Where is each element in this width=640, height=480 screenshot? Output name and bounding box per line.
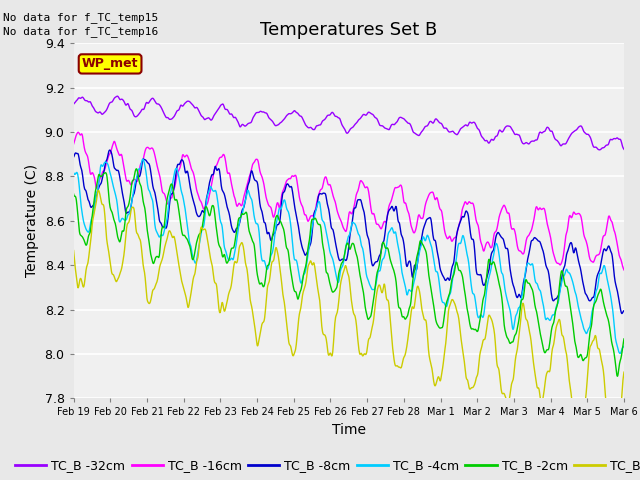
TC_B +4cm (80, 283, 88, 289)
TC_B +4cm (585, 354, 593, 360)
TC_B +4cm (351, 315, 359, 321)
TC_B -8cm (351, 205, 359, 211)
TC_B -2cm (351, 249, 359, 254)
TC_B -8cm (449, 262, 457, 267)
X-axis label: Time: Time (332, 423, 366, 437)
Line: TC_B -8cm: TC_B -8cm (74, 150, 624, 313)
TC_B -4cm (620, 343, 628, 349)
TC_B -2cm (168, 183, 176, 189)
TC_B -4cm (139, 156, 147, 162)
TC_B -4cm (70, 170, 77, 176)
TC_B -32cm (596, 147, 604, 153)
TC_B -4cm (585, 325, 593, 331)
Text: WP_met: WP_met (82, 58, 138, 71)
TC_B -4cm (616, 350, 624, 356)
TC_B +4cm (168, 235, 176, 240)
TC_B -16cm (585, 252, 593, 257)
TC_B -32cm (113, 93, 121, 99)
Line: TC_B -16cm: TC_B -16cm (74, 132, 624, 270)
TC_B -2cm (70, 191, 77, 197)
TC_B -8cm (70, 154, 77, 160)
Legend: TC_B -32cm, TC_B -16cm, TC_B -8cm, TC_B -4cm, TC_B -2cm, TC_B +4cm: TC_B -32cm, TC_B -16cm, TC_B -8cm, TC_B … (10, 455, 640, 478)
Y-axis label: Temperature (C): Temperature (C) (25, 164, 39, 277)
TC_B -8cm (106, 147, 113, 153)
TC_B +4cm (70, 248, 77, 253)
TC_B -4cm (168, 181, 176, 187)
TC_B -8cm (168, 191, 176, 196)
TC_B -32cm (620, 146, 628, 152)
Text: No data for f_TC_temp16: No data for f_TC_temp16 (3, 26, 159, 37)
TC_B -16cm (168, 192, 176, 198)
TC_B -16cm (74, 130, 82, 135)
TC_B -16cm (351, 196, 359, 202)
TC_B -2cm (585, 339, 593, 345)
Line: TC_B +4cm: TC_B +4cm (74, 190, 624, 440)
TC_B +4cm (449, 298, 457, 303)
TC_B -2cm (449, 273, 457, 279)
TC_B -32cm (351, 121, 359, 127)
TC_B -4cm (351, 222, 359, 228)
TC_B -8cm (80, 183, 88, 189)
TC_B -8cm (319, 191, 326, 196)
TC_B -8cm (620, 308, 628, 313)
TC_B -32cm (168, 116, 176, 121)
Line: TC_B -32cm: TC_B -32cm (74, 96, 624, 150)
Title: Temperatures Set B: Temperatures Set B (260, 21, 437, 39)
TC_B -16cm (449, 237, 457, 242)
Text: No data for f_TC_temp15: No data for f_TC_temp15 (3, 12, 159, 23)
TC_B -16cm (70, 141, 77, 147)
TC_B -2cm (620, 336, 628, 342)
TC_B +4cm (95, 187, 102, 193)
TC_B +4cm (319, 330, 326, 336)
TC_B -2cm (319, 242, 326, 248)
TC_B -4cm (319, 218, 326, 224)
TC_B -32cm (449, 129, 457, 134)
TC_B +4cm (620, 369, 628, 375)
TC_B -8cm (618, 311, 626, 316)
TC_B -4cm (80, 220, 88, 226)
TC_B -16cm (620, 267, 628, 273)
Line: TC_B -2cm: TC_B -2cm (74, 169, 624, 376)
TC_B -2cm (80, 237, 88, 243)
TC_B -8cm (585, 298, 593, 303)
TC_B -16cm (319, 183, 326, 189)
TC_B -32cm (70, 101, 77, 107)
Line: TC_B -4cm: TC_B -4cm (74, 159, 624, 353)
TC_B -32cm (585, 132, 593, 138)
TC_B -32cm (319, 118, 326, 124)
TC_B -2cm (614, 373, 621, 379)
TC_B -16cm (81, 144, 88, 150)
TC_B -2cm (132, 166, 140, 172)
TC_B -4cm (449, 271, 457, 277)
TC_B -32cm (80, 96, 88, 102)
TC_B +4cm (609, 437, 617, 443)
